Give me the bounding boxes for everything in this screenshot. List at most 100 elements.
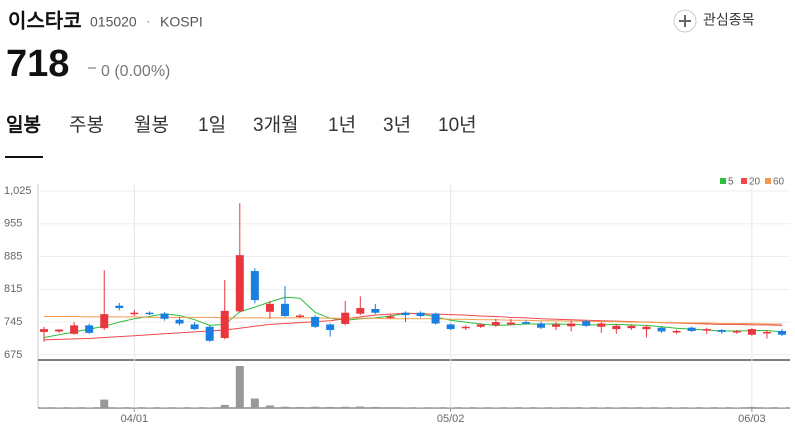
x-tick-label: 05/02 [437, 413, 465, 425]
volume-bar [356, 406, 365, 408]
favorite-button[interactable]: 관심종목 [673, 9, 755, 33]
candle-body [431, 313, 440, 324]
candle-body [717, 330, 726, 332]
candle-body [762, 331, 771, 334]
candle-body [732, 330, 741, 333]
volume-bar [70, 407, 79, 408]
candle-body [311, 316, 320, 327]
candle-body [85, 325, 94, 333]
candle-body [582, 321, 591, 326]
y-tick-label: 955 [4, 218, 22, 230]
candle-body [190, 324, 199, 330]
tab[interactable]: 일봉 [6, 114, 41, 136]
candle-body [386, 316, 395, 318]
legend-label: 60 [773, 177, 785, 188]
price: 718 [6, 43, 69, 85]
volume-bar [371, 406, 380, 408]
candle-body [326, 324, 335, 331]
volume-bar [220, 404, 229, 408]
y-tick-label: 815 [4, 283, 22, 295]
volume-bar [205, 407, 214, 408]
legend-label: 20 [749, 177, 761, 188]
legend-swatch [765, 178, 771, 184]
candle-body [687, 327, 696, 331]
y-tick-label: 675 [4, 349, 22, 361]
tab[interactable]: 1년 [328, 114, 356, 136]
candle-body [175, 319, 184, 324]
volume-bar [326, 406, 335, 408]
volume-bar [250, 398, 259, 408]
candle-body [657, 327, 666, 332]
candle-body [235, 255, 244, 312]
stock-code: 015020 [90, 14, 137, 30]
volume-bar [296, 406, 305, 408]
tab[interactable]: 1일 [198, 114, 226, 136]
candle-body [130, 312, 139, 315]
candle-body [265, 303, 274, 312]
volume-bar [401, 407, 410, 408]
candle-body [537, 323, 546, 328]
y-tick-label: 745 [4, 316, 22, 328]
candle-body [296, 315, 305, 318]
volume-bar [280, 406, 289, 408]
chart: 675 745 815 885 955 1,025 04/01 05/02 06/03 5 20 60 [4, 177, 790, 425]
candle-body [506, 322, 515, 325]
candle-body [70, 325, 79, 334]
legend-swatch [720, 178, 726, 184]
volume-bar [747, 406, 756, 408]
volume-bar [115, 407, 124, 408]
candle-body [702, 329, 711, 331]
tab[interactable]: 월봉 [134, 114, 169, 136]
candle-body [40, 329, 48, 332]
candle-body [521, 322, 530, 324]
market: KOSPI [160, 14, 203, 30]
candle-body [747, 329, 756, 335]
candle-body [642, 326, 651, 330]
volume-bar [265, 405, 274, 408]
candle-body [100, 314, 109, 329]
candle-body [160, 313, 169, 319]
legend-label: 5 [728, 177, 734, 188]
volume-bar [627, 407, 636, 408]
candle-body [220, 310, 229, 338]
volume-bar [311, 406, 320, 408]
y-tick-label: 885 [4, 250, 22, 262]
candle-body [145, 312, 154, 315]
tab[interactable]: 10년 [438, 114, 477, 136]
candle-body [627, 325, 636, 329]
tab[interactable]: 3개월 [253, 114, 299, 136]
candle-body [356, 308, 365, 314]
candle-body [55, 329, 64, 332]
candle-body [612, 325, 621, 330]
x-tick-label: 06/03 [738, 413, 766, 425]
tab[interactable]: 주봉 [69, 115, 104, 136]
candle-body [567, 323, 576, 327]
candle-body [371, 308, 380, 313]
volume-bar [431, 407, 440, 408]
candle-body [552, 324, 561, 327]
separator: · [146, 13, 151, 29]
favorite-label: 관심종목 [703, 12, 755, 28]
price-change: 0 (0.00%) [101, 63, 170, 80]
candle-body [401, 312, 410, 316]
candle-body [341, 312, 350, 324]
volume-bar [40, 407, 48, 408]
volume-bar [386, 407, 395, 408]
tab[interactable]: 3년 [383, 114, 411, 136]
moving-average [44, 316, 782, 325]
y-tick-label: 1,025 [4, 185, 32, 197]
candle-body [491, 322, 500, 326]
candle-body [476, 324, 485, 327]
candle-body [672, 330, 681, 333]
legend-swatch [741, 178, 747, 184]
candle-body [446, 324, 455, 330]
stock-name: 이스타코 [8, 9, 82, 32]
candle-body [778, 330, 786, 335]
plus [679, 15, 691, 27]
x-tick-label: 04/01 [121, 413, 149, 425]
candle-body [461, 326, 470, 329]
volume-bar [567, 407, 576, 408]
candle-body [205, 326, 214, 341]
volume-bar [762, 407, 771, 408]
